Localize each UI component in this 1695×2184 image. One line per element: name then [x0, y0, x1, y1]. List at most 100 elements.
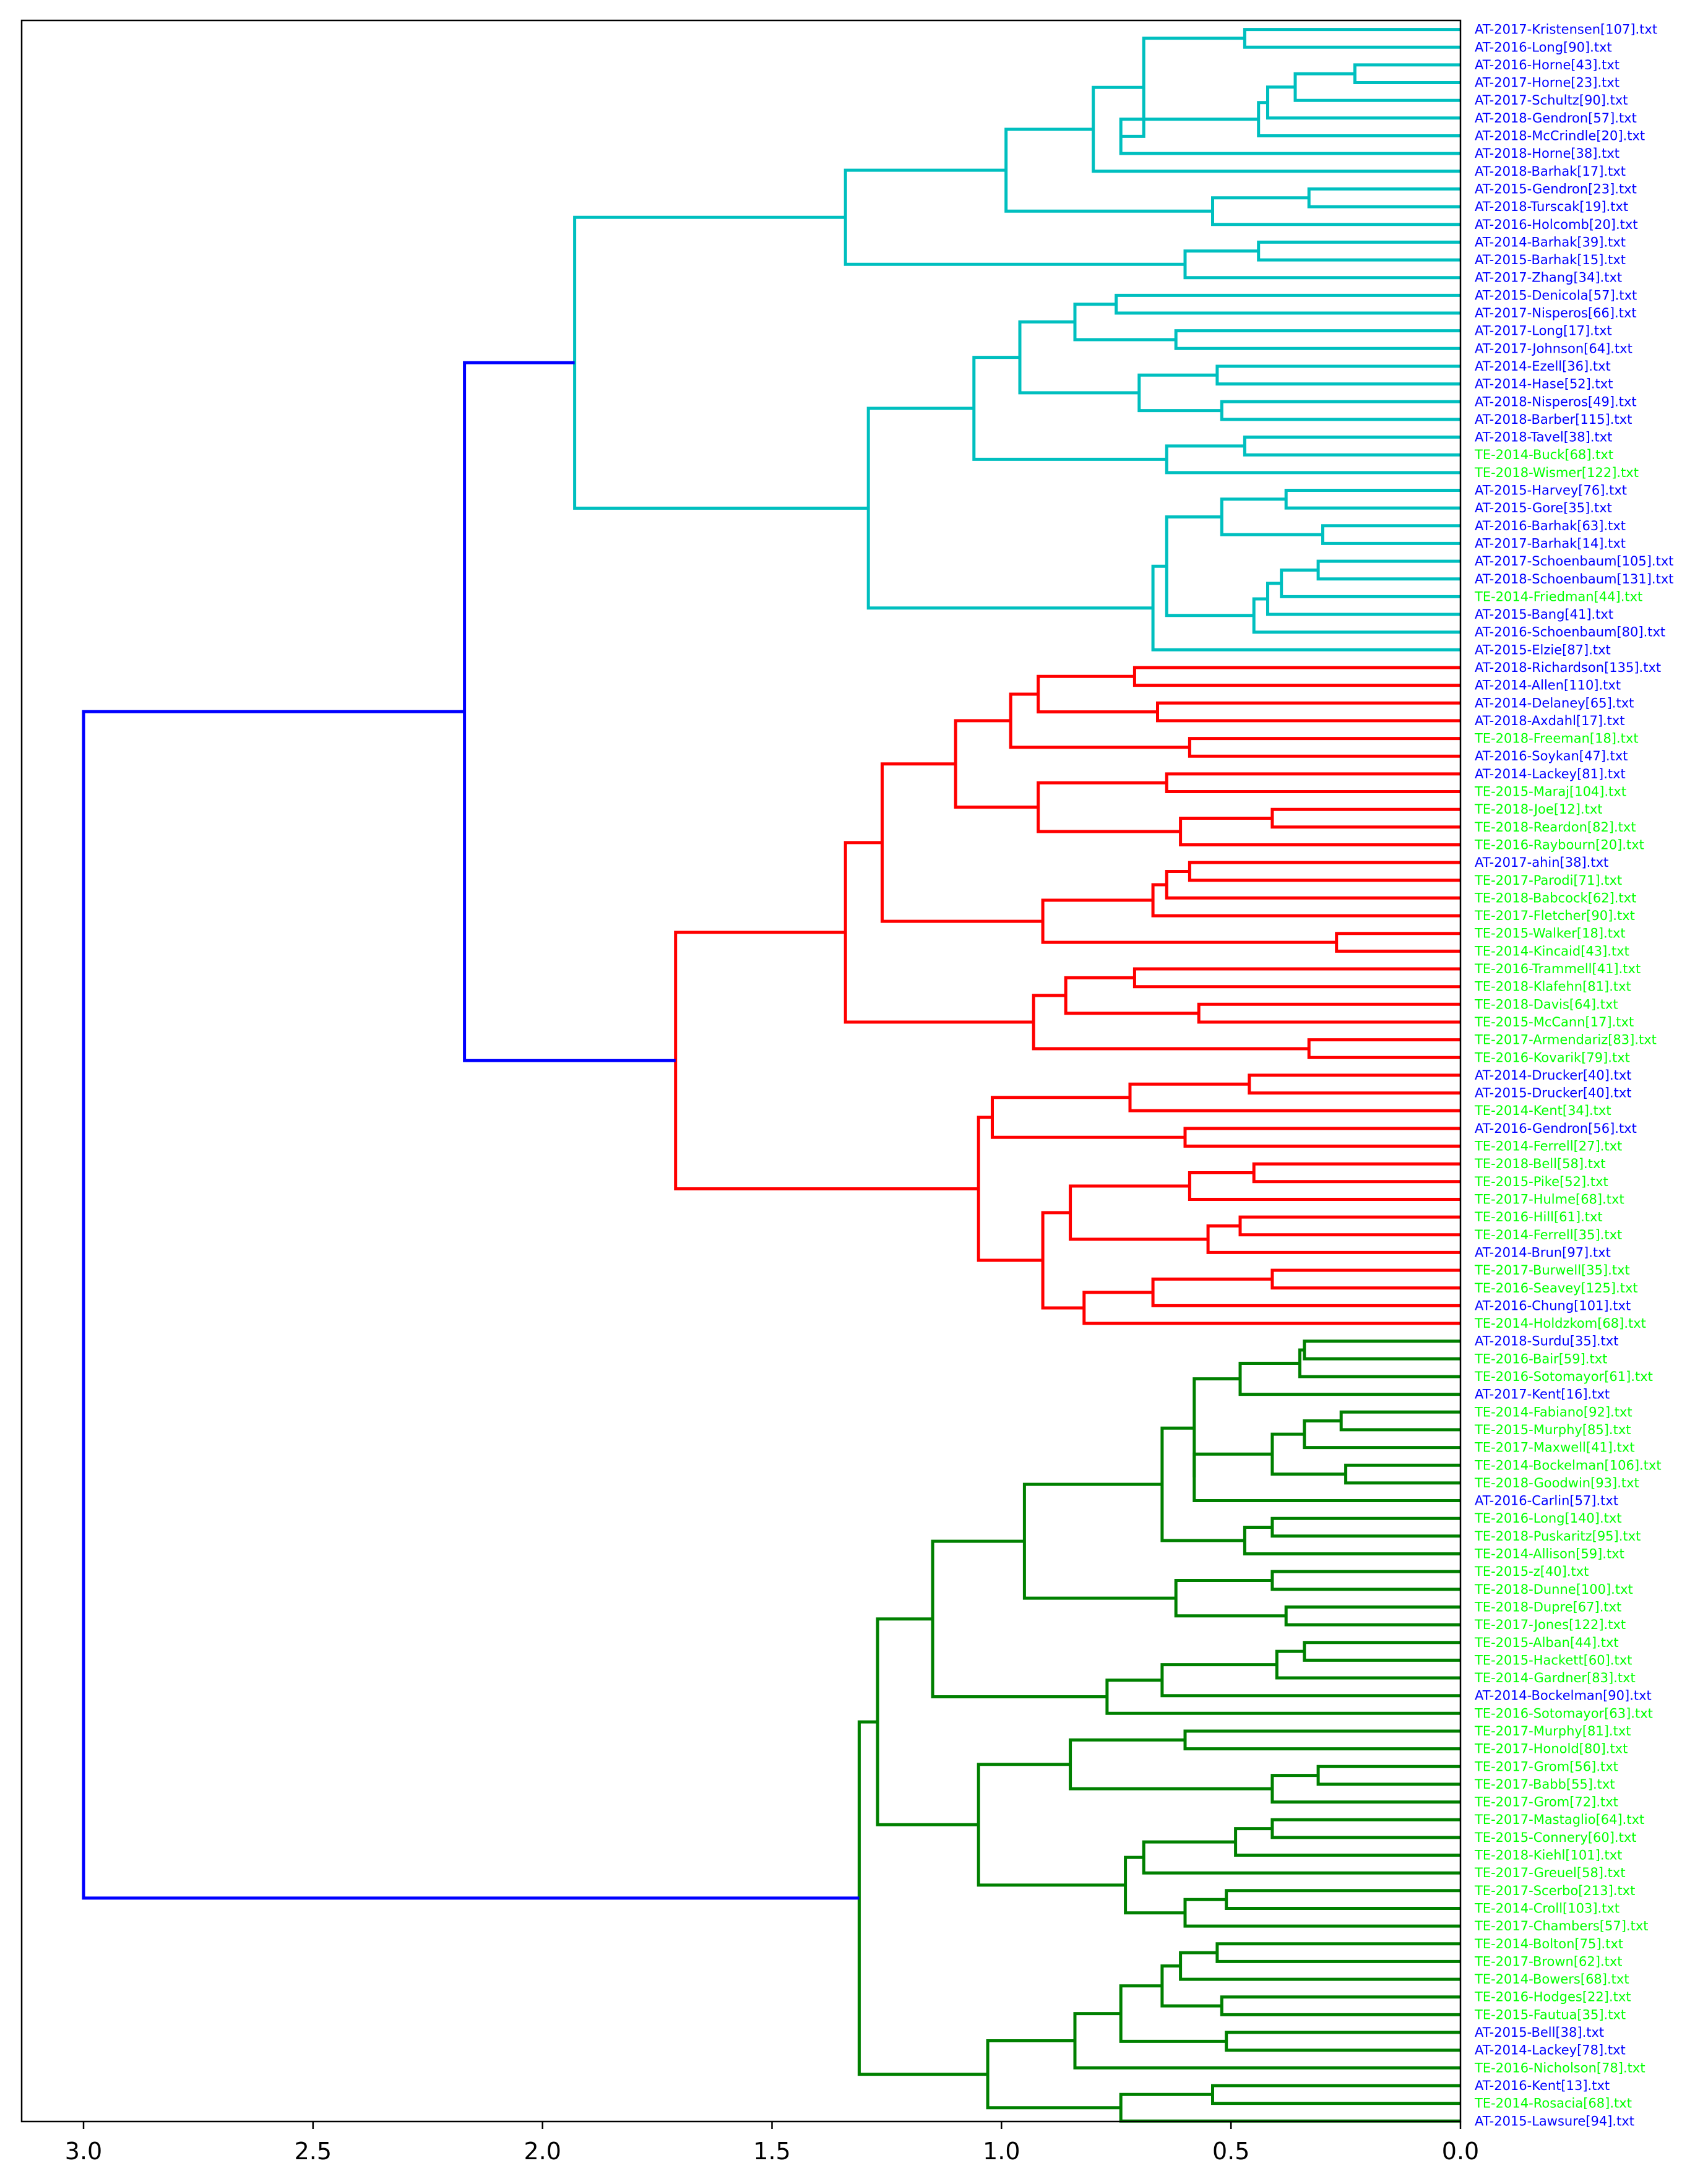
dendrogram-link — [1193, 1377, 1240, 1477]
leaf-labels: AT-2017-Kristensen[107].txt AT-2016-Long[… — [1474, 22, 1674, 2129]
leaf-label: TE-2017-Grom[72].txt — [1474, 1795, 1618, 1810]
leaf-label: AT-2017-Long[17].txt — [1475, 324, 1612, 338]
leaf-label: AT-2018-Gendron[57].txt — [1475, 111, 1637, 126]
dendrogram-link — [82, 710, 860, 1900]
leaf-label: TE-2016-Sotomayor[61].txt — [1474, 1369, 1653, 1384]
x-tick-label: 0.0 — [1442, 2138, 1479, 2165]
leaf-label: TE-2015-Alban[44].txt — [1474, 1635, 1619, 1650]
leaf-label: AT-2014-Ezell[36].txt — [1475, 359, 1611, 374]
leaf-label: TE-2018-Wismer[122].txt — [1474, 465, 1639, 480]
leaf-label: TE-2014-Croll[103].txt — [1474, 1901, 1620, 1916]
leaf-label: TE-2016-Bair[59].txt — [1474, 1351, 1607, 1366]
leaf-label: TE-2016-Raybourn[20].txt — [1474, 838, 1644, 853]
leaf-label: AT-2018-Axdahl[17].txt — [1475, 713, 1625, 728]
leaf-label: AT-2017-Zhang[34].txt — [1475, 270, 1622, 285]
leaf-label: TE-2017-Armendariz[83].txt — [1474, 1033, 1657, 1047]
leaf-label: TE-2015-Hackett[60].txt — [1474, 1653, 1632, 1667]
leaf-label: TE-2015-Fautua[35].txt — [1474, 2007, 1626, 2022]
leaf-label: AT-2015-Denicola[57].txt — [1475, 288, 1637, 303]
leaf-label: AT-2016-Gendron[56].txt — [1475, 1121, 1637, 1136]
leaf-label: TE-2018-Puskaritz[95].txt — [1474, 1529, 1641, 1544]
leaf-label: TE-2016-Sotomayor[63].txt — [1474, 1706, 1653, 1721]
leaf-label: TE-2016-Seavey[125].txt — [1474, 1281, 1638, 1296]
leaf-label: AT-2016-Chung[101].txt — [1475, 1298, 1631, 1313]
leaf-label: AT-2018-Tavel[38].txt — [1475, 430, 1612, 445]
leaf-label: TE-2018-Kiehl[101].txt — [1474, 1848, 1622, 1863]
leaf-label: AT-2016-Carlin[57].txt — [1475, 1494, 1618, 1508]
leaf-label: AT-2017-Kristensen[107].txt — [1475, 22, 1657, 37]
leaf-label: TE-2015-Murphy[85].txt — [1474, 1422, 1631, 1437]
leaf-label: TE-2018-Davis[64].txt — [1474, 997, 1618, 1012]
leaf-label: AT-2014-Delaney[65].txt — [1475, 695, 1634, 710]
leaf-label: TE-2016-Trammell[41].txt — [1474, 961, 1641, 976]
leaf-label: AT-2014-Lackey[78].txt — [1475, 2043, 1626, 2058]
leaf-label: AT-2017-Horne[23].txt — [1475, 75, 1620, 90]
leaf-label: TE-2014-Friedman[44].txt — [1474, 589, 1642, 604]
leaf-label: TE-2014-Kincaid[43].txt — [1474, 944, 1629, 958]
leaf-label: TE-2016-Hodges[22].txt — [1474, 1990, 1631, 2005]
leaf-label: TE-2015-Maraj[104].txt — [1474, 785, 1626, 799]
leaf-label: TE-2018-Reardon[82].txt — [1474, 820, 1636, 835]
leaf-label: AT-2017-Barhak[14].txt — [1475, 536, 1626, 551]
leaf-label: AT-2014-Bockelman[90].txt — [1475, 1688, 1652, 1703]
leaf-label: TE-2017-Hulme[68].txt — [1474, 1192, 1624, 1207]
leaf-label: TE-2014-Bolton[75].txt — [1474, 1937, 1623, 1951]
leaf-label: AT-2016-Holcomb[20].txt — [1475, 217, 1638, 232]
leaf-label: AT-2014-Brun[97].txt — [1475, 1245, 1611, 1260]
leaf-label: TE-2014-Bowers[68].txt — [1474, 1972, 1629, 1987]
leaf-label: AT-2016-Kent[13].txt — [1475, 2078, 1610, 2093]
leaf-label: TE-2018-Bell[58].txt — [1474, 1156, 1606, 1171]
leaf-label: TE-2016-Kovarik[79].txt — [1474, 1050, 1630, 1065]
leaf-label: AT-2016-Soykan[47].txt — [1475, 749, 1628, 763]
leaf-label: TE-2014-Allison[59].txt — [1474, 1547, 1624, 1562]
leaf-label: AT-2018-Nisperos[49].txt — [1475, 394, 1637, 409]
leaf-label: AT-2016-Barhak[63].txt — [1475, 518, 1626, 533]
x-axis: 3.0 2.5 2.0 1.5 1.0 0.5 0.0 — [65, 2122, 1479, 2165]
leaf-label: TE-2017-Scerbo[213].txt — [1474, 1883, 1635, 1898]
x-tick-label: 1.5 — [753, 2138, 790, 2165]
leaf-label: TE-2014-Holdzkom[68].txt — [1474, 1316, 1646, 1331]
leaf-label: AT-2018-Barhak[17].txt — [1475, 164, 1626, 179]
leaf-label: TE-2018-Dunne[100].txt — [1474, 1582, 1633, 1597]
leaf-label: AT-2017-Schultz[90].txt — [1475, 93, 1628, 108]
leaf-label: AT-2015-Bell[38].txt — [1475, 2025, 1604, 2040]
leaf-label: AT-2015-Drucker[40].txt — [1475, 1086, 1632, 1101]
leaf-label: TE-2017-Jones[122].txt — [1474, 1617, 1626, 1632]
leaf-label: AT-2016-Schoenbaum[80].txt — [1475, 625, 1665, 640]
leaf-label: TE-2017-Mastaglio[64].txt — [1474, 1812, 1644, 1827]
leaf-label: AT-2018-Barber[115].txt — [1475, 412, 1632, 427]
leaf-label: AT-2014-Lackey[81].txt — [1475, 767, 1626, 781]
leaf-label: AT-2018-Horne[38].txt — [1475, 146, 1620, 161]
x-tick-label: 2.0 — [524, 2138, 561, 2165]
leaf-label: TE-2017-Fletcher[90].txt — [1474, 908, 1635, 923]
leaf-label: TE-2017-Parodi[71].txt — [1474, 873, 1622, 888]
leaf-label: TE-2017-Burwell[35].txt — [1474, 1263, 1630, 1278]
leaf-label: TE-2017-Murphy[81].txt — [1474, 1724, 1631, 1739]
leaf-label: TE-2017-Greuel[58].txt — [1474, 1865, 1626, 1880]
x-tick-label: 1.0 — [983, 2138, 1020, 2165]
leaf-label: AT-2015-Bang[41].txt — [1475, 607, 1613, 622]
leaf-label: AT-2015-Barhak[15].txt — [1475, 252, 1626, 267]
leaf-label: TE-2018-Goodwin[93].txt — [1474, 1476, 1639, 1490]
leaf-label: AT-2018-Turscak[19].txt — [1475, 199, 1628, 214]
leaf-label: AT-2018-McCrindle[20].txt — [1475, 129, 1645, 144]
leaf-label: AT-2014-Hase[52].txt — [1475, 377, 1613, 392]
leaf-label: AT-2017-ahin[38].txt — [1475, 855, 1608, 870]
x-tick-label: 2.5 — [295, 2138, 332, 2165]
leaf-label: AT-2016-Horne[43].txt — [1475, 58, 1620, 72]
leaf-label: TE-2017-Brown[62].txt — [1474, 1954, 1623, 1969]
leaf-label: AT-2015-Harvey[76].txt — [1475, 483, 1627, 498]
leaf-label: TE-2015-Walker[18].txt — [1474, 926, 1626, 941]
leaf-label: TE-2016-Hill[61].txt — [1474, 1210, 1603, 1224]
leaf-label: AT-2016-Long[90].txt — [1475, 40, 1612, 54]
leaf-label: TE-2014-Fabiano[92].txt — [1474, 1404, 1632, 1419]
leaf-label: AT-2014-Barhak[39].txt — [1475, 234, 1626, 249]
leaf-label: TE-2014-Ferrell[27].txt — [1474, 1139, 1622, 1154]
leaf-label: TE-2017-Maxwell[41].txt — [1474, 1440, 1635, 1455]
leaf-label: TE-2018-Dupre[67].txt — [1474, 1599, 1621, 1614]
leaf-label: TE-2016-Nicholson[78].txt — [1474, 2060, 1645, 2075]
leaf-label: TE-2015-Pike[52].txt — [1474, 1174, 1608, 1189]
leaf-label: TE-2017-Babb[55].txt — [1474, 1777, 1615, 1792]
